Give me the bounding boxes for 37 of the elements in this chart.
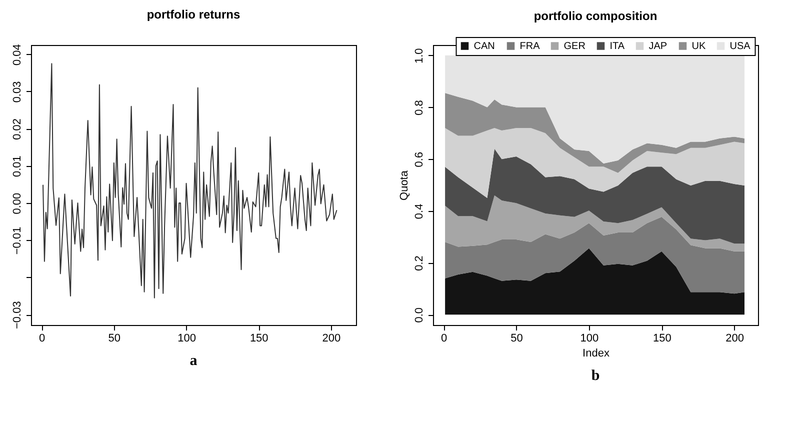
y-tick-label: 1.0 (414, 48, 426, 64)
x-tick-label: 100 (178, 332, 196, 344)
y-tick-label: 0.01 (12, 156, 24, 178)
chart-title: portfolio returns (146, 8, 240, 22)
x-tick-label: 0 (441, 332, 448, 344)
y-tick-label: 0.03 (12, 81, 24, 103)
y-tick-label: 0.8 (414, 100, 426, 116)
legend-label: UK (692, 41, 706, 52)
legend-label: ITA (610, 41, 625, 52)
y-tick-label: 0.6 (414, 152, 426, 168)
y-tick-label: −0.03 (12, 301, 24, 330)
y-tick-label: 0.4 (414, 204, 426, 220)
y-tick-label: 0.00 (12, 192, 24, 214)
x-tick-label: 150 (652, 332, 672, 344)
text: b (591, 368, 600, 384)
y-tick-label: 0.02 (12, 118, 24, 140)
line-series (42, 63, 338, 298)
legend-label: CAN (474, 41, 495, 52)
x-tick-label: 0 (39, 332, 46, 344)
x-axis-title: Index (582, 348, 610, 360)
y-tick-label: 0.0 (414, 307, 426, 323)
x-tick-label: 150 (250, 332, 268, 344)
x-tick-label: 100 (580, 332, 599, 344)
y-axis-title: Quota (398, 170, 410, 200)
x-tick-label: 200 (322, 332, 341, 344)
x-tick-label: 200 (726, 332, 744, 344)
y-tick-label: 0.04 (12, 44, 24, 66)
legend-label: USA (730, 41, 751, 52)
x-tick-label: 50 (108, 332, 121, 344)
text: a (190, 353, 198, 369)
y-tick-label: 0.2 (414, 256, 426, 271)
legend-label: JAP (648, 41, 668, 52)
legend-label: FRA (520, 41, 540, 52)
legend-label: GER (564, 41, 586, 52)
y-tick-label: −0.01 (12, 226, 24, 255)
x-tick-label: 50 (510, 332, 523, 344)
chart-title: portfolio composition (534, 9, 658, 23)
